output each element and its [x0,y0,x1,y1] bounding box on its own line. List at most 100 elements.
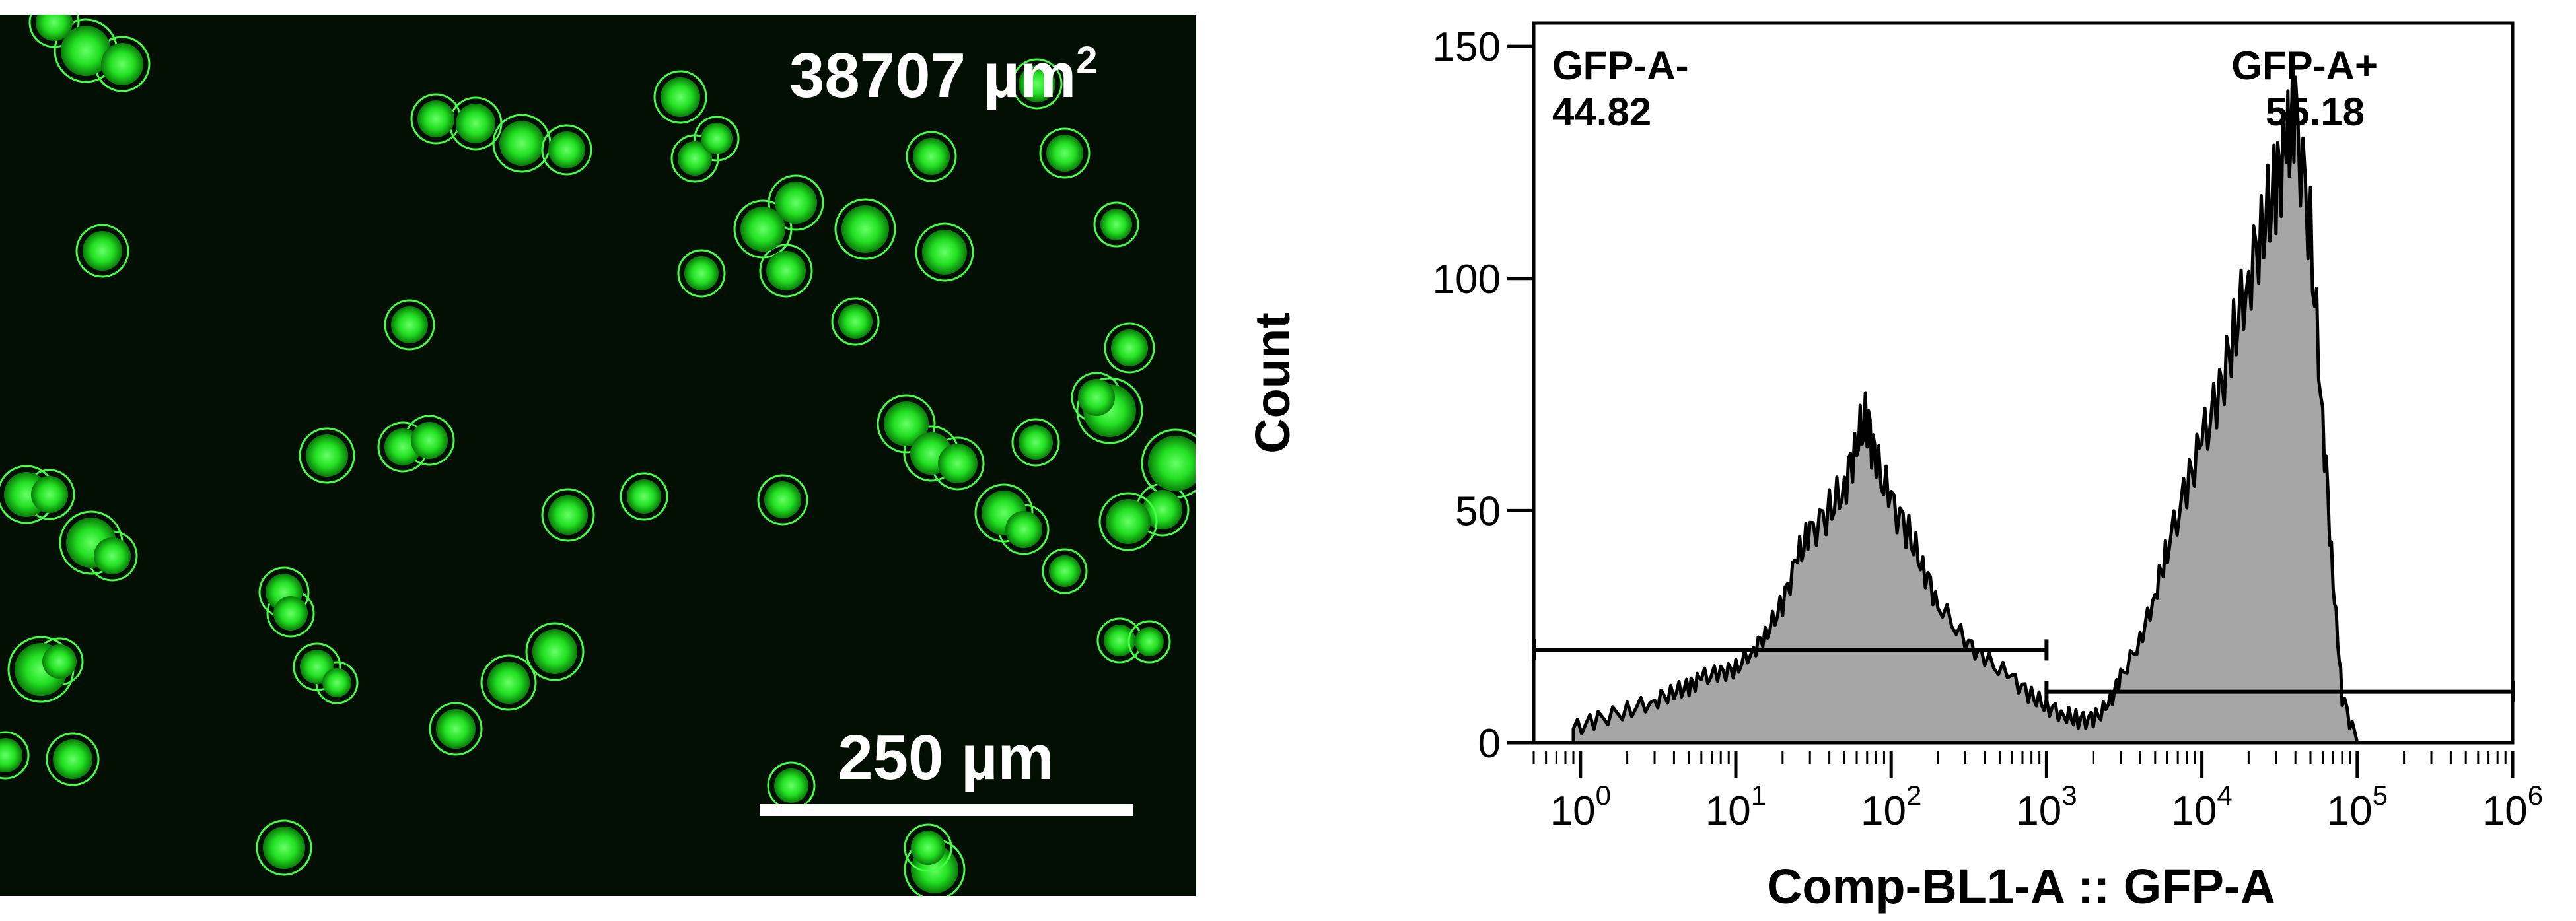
cell [740,207,785,252]
cell-cluster [256,819,312,876]
cell-outline [256,819,312,876]
cell-cluster [670,116,740,183]
cell [1100,209,1132,240]
cell [436,709,476,749]
cell-cluster [677,249,726,298]
cell [1019,425,1053,460]
cell-outline [384,299,435,351]
flow-cytometry-histogram: 0 50 100 150 100 101 102 103 104 105 106 GFP-A- 4… [1245,21,2543,914]
cell [838,304,873,339]
cell-cluster [258,566,315,638]
micrograph-background [0,15,1196,896]
cell [263,827,305,869]
cell-cluster [1042,548,1088,594]
cell-outline [1104,322,1155,374]
cell [913,138,950,175]
cell-outline [480,654,537,711]
gate-pos-name: GFP-A+ [2231,44,2378,88]
cell-outline [1098,492,1158,551]
cell-outline [904,823,952,872]
y-tick-label: 100 [1433,257,1501,302]
cell-outline [653,70,707,124]
plot-frame [1532,21,2515,745]
cell-outline [541,124,592,176]
cell-outline [620,472,668,521]
cell-outline [0,731,30,780]
x-axis: 100 101 102 103 104 105 106 [1532,751,2543,834]
cell-cluster [974,483,1050,555]
fluorescence-micrograph: 38707 µm2 250 µm [0,15,1196,896]
cell [101,43,143,85]
cell [922,230,967,275]
cell [766,251,806,290]
cell-cluster [1104,322,1155,374]
cell-cluster [653,70,707,124]
cell-outline [834,198,896,260]
cell-cluster [733,174,824,298]
cell-outline [541,488,595,542]
x-tick-label: 106 [2482,780,2543,834]
y-axis-label: Count [1245,312,1300,454]
cell [938,444,978,483]
cell-cluster [0,465,75,524]
cell [36,15,73,41]
cell-cluster [831,297,880,346]
cell [53,739,92,779]
cell-outline [1011,58,1063,110]
cell [1143,490,1182,529]
cell [456,104,495,143]
gate-neg-percent: 44.82 [1552,90,1651,134]
cell [487,662,530,704]
cell-outline [759,244,813,298]
y-axis: 0 50 100 150 [1433,24,1534,767]
cell-outline [677,249,726,298]
gate-neg-name: GFP-A- [1552,44,1689,88]
cell [1078,379,1115,416]
cell-cluster [7,636,84,703]
cell [678,141,712,176]
cell-cluster [299,427,355,484]
gate-pos-percent: 55.18 [2266,90,2365,134]
cell-cluster [59,510,138,582]
histogram-area [1571,72,2359,745]
cell-outline [1093,201,1139,248]
cell-outline [831,297,880,346]
cell-outline [974,483,1034,543]
cell [775,182,817,224]
y-tick-label: 50 [1455,489,1501,534]
x-tick-label: 103 [2016,780,2077,834]
cell-cluster [480,654,537,711]
cell [83,231,122,271]
cell-cluster [1039,127,1091,179]
x-tick-label: 105 [2327,780,2388,834]
cell-outline [906,131,957,182]
cell-cluster [904,823,952,872]
cell [532,629,577,674]
cell [1046,135,1083,172]
cell [1019,65,1055,102]
cell [774,768,808,803]
cell-layer [0,15,1196,896]
cell [661,77,700,117]
cell [548,131,585,168]
cell [1106,499,1151,544]
x-axis-label: Comp-BL1-A :: GFP-A [1767,859,2275,914]
cell [306,434,348,477]
cell [61,26,111,76]
cell-cluster [1135,428,1196,537]
cell-outline [915,222,974,282]
x-tick-label: 104 [2171,780,2232,834]
cell-cluster [1093,201,1139,248]
cell-cluster [0,731,30,780]
cell-cluster [429,702,483,756]
cell-outline [1127,620,1171,664]
cell [884,401,929,446]
cell [417,100,454,137]
cell [273,596,308,631]
x-tick-label: 101 [1705,780,1766,834]
cell-cluster [767,761,816,810]
area-exponent: 2 [1076,39,1097,82]
scale-bar-label: 250 µm [838,722,1054,793]
x-tick-label: 102 [1861,780,1921,834]
cell [0,738,22,772]
